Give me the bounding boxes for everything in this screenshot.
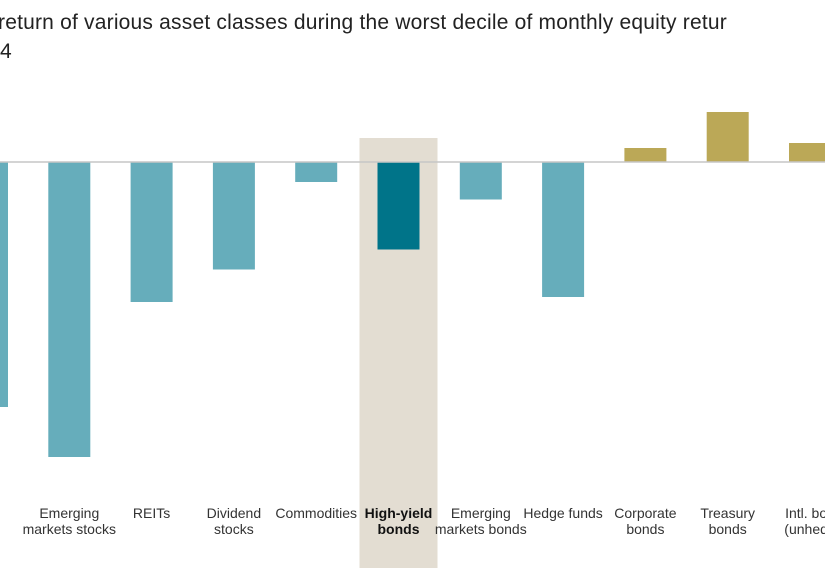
tick-label-line: bonds: [378, 521, 420, 537]
tick-label-line: Emerging: [39, 505, 99, 521]
tick-label-line: Dividend: [207, 505, 261, 521]
bar-dividend-stocks: [212, 162, 255, 270]
tick-label-high-yield-bonds: High-yield bonds: [365, 505, 433, 537]
tick-label-line: High-yield: [365, 505, 433, 521]
bar-layer: [0, 112, 825, 457]
tick-label-hedge-funds: Hedge funds: [523, 505, 602, 521]
bar-high-yield-bonds: [377, 162, 420, 250]
tick-label-commodities: Commodities: [275, 505, 357, 521]
bar-commodities: [295, 162, 338, 182]
bar-intl-bon-unhedg: [789, 143, 825, 162]
tick-label-line: Treasury: [700, 505, 755, 521]
tick-label-line: Corporate: [614, 505, 676, 521]
tick-label-line: REITs: [133, 505, 170, 521]
category-label-layer: cksEmergingmarkets stocksREITsDividendst…: [23, 505, 825, 537]
tick-label-line: Emerging: [451, 505, 511, 521]
tick-label-emerging-markets-stocks: Emerging markets stocks: [23, 505, 116, 537]
tick-label-line: (unhedg: [784, 521, 825, 537]
tick-label-line: bonds: [709, 521, 747, 537]
bar-cks: [0, 162, 8, 407]
tick-label-line: markets bonds: [435, 521, 527, 537]
tick-label-reits: REITs: [133, 505, 170, 521]
bar-corporate-bonds: [624, 148, 667, 162]
tick-label-line: Commodities: [275, 505, 357, 521]
bar-emerging-markets-bonds: [459, 162, 502, 200]
chart-title: return of various asset classes during t…: [0, 8, 825, 66]
tick-label-line: stocks: [214, 521, 254, 537]
tick-label-treasury-bonds: Treasury bonds: [700, 505, 755, 537]
tick-label-dividend-stocks: Dividend stocks: [207, 505, 261, 537]
tick-label-line: markets stocks: [23, 521, 116, 537]
tick-label-line: Hedge funds: [523, 505, 602, 521]
bar-treasury-bonds: [706, 112, 749, 162]
tick-label-line: Intl. bon: [785, 505, 825, 521]
bar-hedge-funds: [542, 162, 585, 297]
tick-label-intl-bon-unhedg: Intl. bon(unhedg: [784, 505, 825, 537]
tick-label-emerging-markets-bonds: Emerging markets bonds: [435, 505, 527, 537]
chart-title-line-2: 4: [0, 40, 12, 63]
tick-label-line: bonds: [626, 521, 664, 537]
chart-title-line-1: return of various asset classes during t…: [0, 11, 727, 34]
bar-reits: [130, 162, 173, 302]
tick-label-corporate-bonds: Corporate bonds: [614, 505, 676, 537]
bar-emerging-markets-stocks: [48, 162, 91, 457]
